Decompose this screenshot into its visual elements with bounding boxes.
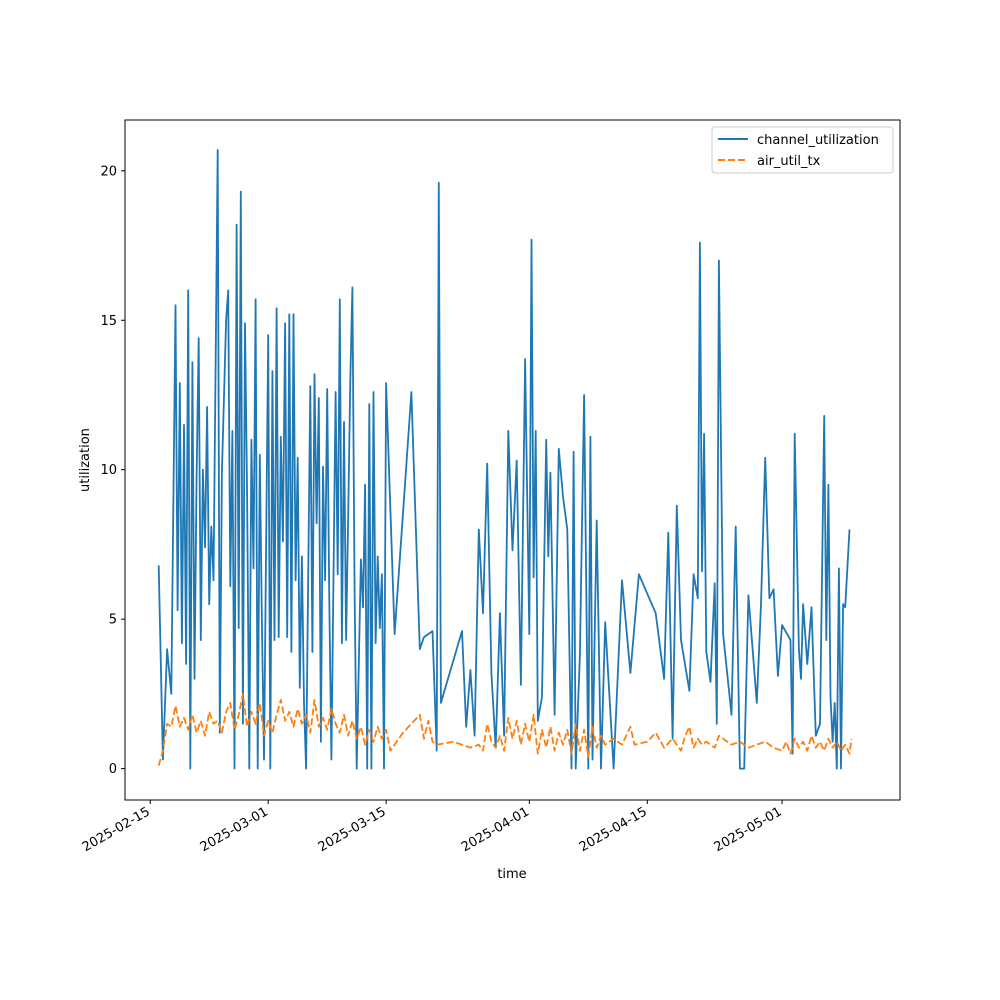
y-axis-label: utilization [78, 428, 93, 492]
y-tick-label: 20 [100, 164, 117, 179]
legend: channel_utilization air_util_tx [711, 126, 894, 174]
legend-label-channel-utilization: channel_utilization [757, 133, 879, 148]
y-axis-ticks: 0 5 10 15 20 [100, 164, 125, 777]
legend-box [711, 126, 894, 174]
y-tick-label: 10 [100, 463, 117, 478]
series-line-air-util-tx [157, 693, 853, 766]
y-tick-label: 15 [100, 314, 117, 329]
series-layer [157, 149, 853, 770]
y-tick-label: 0 [109, 762, 117, 777]
plot-frame [124, 119, 901, 801]
series-line-channel-utilization [157, 149, 851, 770]
legend-label-air-util-tx: air_util_tx [757, 154, 821, 169]
x-axis-label: time [497, 867, 526, 882]
y-tick-label: 5 [109, 613, 117, 628]
